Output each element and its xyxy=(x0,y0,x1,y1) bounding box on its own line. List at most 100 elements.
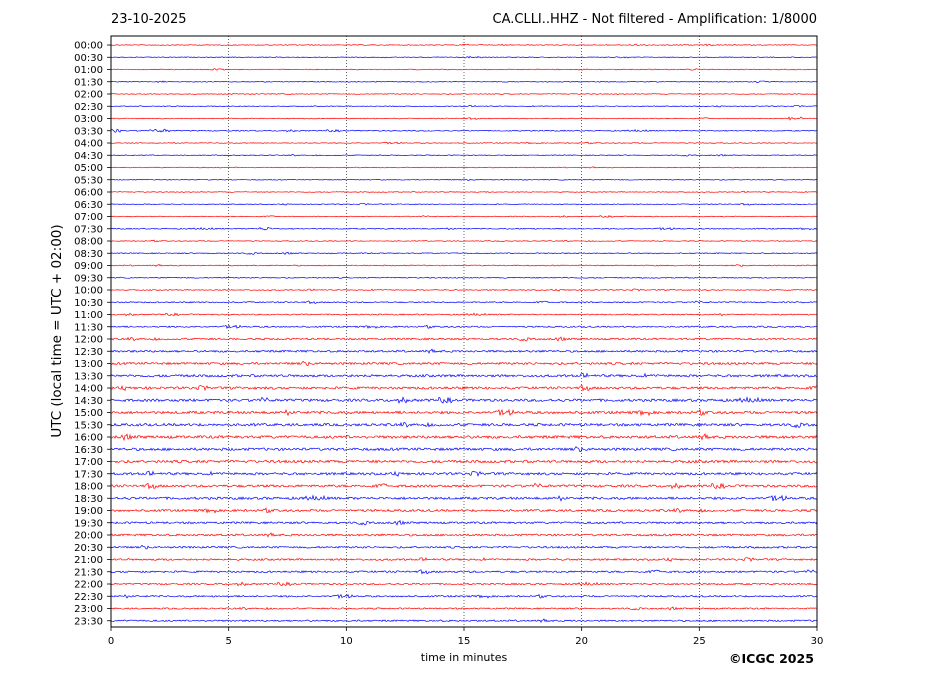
trace-0500 xyxy=(110,166,818,169)
trace-1900 xyxy=(110,507,818,514)
trace-0830 xyxy=(110,251,818,255)
trace-0430 xyxy=(110,153,818,157)
chart-title: CA.CLLI..HHZ - Not filtered - Amplificat… xyxy=(492,12,818,27)
x-tick-label: 20 xyxy=(575,636,588,647)
trace-0300 xyxy=(110,116,818,121)
trace-1330 xyxy=(110,372,818,379)
y-tick-label: 00:30 xyxy=(74,53,103,64)
trace-0900 xyxy=(110,263,818,267)
trace-0230 xyxy=(110,105,818,108)
y-tick-label: 21:00 xyxy=(74,555,103,566)
y-tick-label: 22:00 xyxy=(74,580,103,591)
trace-1400 xyxy=(110,384,817,392)
trace-2000 xyxy=(110,532,818,538)
y-tick-label: 08:30 xyxy=(74,249,103,260)
trace-1000 xyxy=(110,288,818,292)
trace-0700 xyxy=(110,215,818,218)
trace-0400 xyxy=(110,141,818,145)
x-tick-label: 5 xyxy=(225,636,231,647)
y-tick-label: 02:30 xyxy=(74,102,103,113)
y-tick-label: 22:30 xyxy=(74,592,103,603)
trace-0930 xyxy=(110,276,818,279)
y-tick-label: 23:30 xyxy=(74,616,103,627)
y-tick-label: 20:30 xyxy=(74,543,103,554)
y-tick-label: 23:00 xyxy=(74,604,103,615)
trace-1200 xyxy=(110,336,818,342)
trace-1600 xyxy=(110,432,818,442)
trace-1500 xyxy=(110,408,818,417)
trace-2200 xyxy=(110,581,818,587)
y-tick-label: 01:30 xyxy=(74,77,103,88)
y-tick-label: 01:00 xyxy=(74,65,103,76)
y-tick-label: 16:00 xyxy=(74,433,103,444)
trace-1430 xyxy=(110,396,818,404)
y-tick-label: 14:30 xyxy=(74,396,103,407)
y-tick-label: 11:00 xyxy=(74,310,103,321)
y-tick-label: 03:00 xyxy=(74,114,103,125)
trace-1800 xyxy=(110,482,818,490)
x-tick-label: 30 xyxy=(811,636,824,647)
y-tick-label: 17:30 xyxy=(74,469,103,480)
trace-0100 xyxy=(110,68,818,71)
y-tick-label: 06:00 xyxy=(74,188,103,199)
y-tick-label: 00:00 xyxy=(74,41,103,52)
trace-0130 xyxy=(110,80,818,83)
y-tick-label: 11:30 xyxy=(74,322,103,333)
x-tick-label: 25 xyxy=(693,636,706,647)
trace-0330 xyxy=(110,128,818,133)
y-tick-label: 07:00 xyxy=(74,212,103,223)
trace-0000 xyxy=(110,43,818,47)
trace-0630 xyxy=(110,203,818,206)
y-tick-label: 02:00 xyxy=(74,90,103,101)
y-tick-label: 12:00 xyxy=(74,335,103,346)
x-tick-label: 15 xyxy=(458,636,471,647)
y-tick-label: 13:00 xyxy=(74,359,103,370)
y-tick-label: 18:30 xyxy=(74,494,103,505)
plot-frame xyxy=(110,35,818,628)
trace-0200 xyxy=(110,93,818,95)
trace-2230 xyxy=(110,593,818,599)
y-tick-label: 05:00 xyxy=(74,163,103,174)
y-tick-label: 13:30 xyxy=(74,371,103,382)
y-tick-label: 08:00 xyxy=(74,237,103,248)
y-tick-label: 09:30 xyxy=(74,273,103,284)
x-tick-label: 10 xyxy=(340,636,353,647)
y-tick-label: 19:30 xyxy=(74,518,103,529)
trace-1130 xyxy=(110,324,818,330)
trace-0530 xyxy=(110,178,818,181)
trace-1930 xyxy=(110,519,818,526)
trace-1530 xyxy=(110,421,818,429)
trace-1300 xyxy=(110,360,818,366)
trace-2300 xyxy=(110,606,818,611)
trace-0600 xyxy=(110,190,818,193)
trace-1730 xyxy=(110,470,818,477)
y-tick-label: 03:30 xyxy=(74,126,103,137)
y-axis-label: UTC (local time = UTC + 02:00) xyxy=(49,224,65,438)
y-tick-label: 10:00 xyxy=(74,286,103,297)
trace-0030 xyxy=(110,55,818,59)
y-tick-label: 17:00 xyxy=(74,457,103,468)
trace-0800 xyxy=(110,239,818,243)
trace-1100 xyxy=(110,312,818,317)
plot-date: 23-10-2025 xyxy=(111,12,187,27)
y-tick-label: 14:00 xyxy=(74,384,103,395)
grid-lines xyxy=(228,36,700,627)
y-tick-label: 05:30 xyxy=(74,175,103,186)
trace-2030 xyxy=(110,544,818,550)
y-tick-label: 15:00 xyxy=(74,408,103,419)
y-tick-label: 21:30 xyxy=(74,567,103,578)
trace-1230 xyxy=(110,348,818,354)
y-tick-label: 19:00 xyxy=(74,506,103,517)
trace-1030 xyxy=(110,300,818,305)
y-tick-label: 18:00 xyxy=(74,482,103,493)
y-tick-label: 06:30 xyxy=(74,200,103,211)
trace-1630 xyxy=(110,445,818,453)
trace-2130 xyxy=(110,569,818,575)
y-tick-label: 15:30 xyxy=(74,420,103,431)
trace-1830 xyxy=(110,494,818,502)
y-tick-label: 09:00 xyxy=(74,261,103,272)
copyright-notice: ©ICGC 2025 xyxy=(729,651,814,666)
trace-0730 xyxy=(110,226,818,231)
